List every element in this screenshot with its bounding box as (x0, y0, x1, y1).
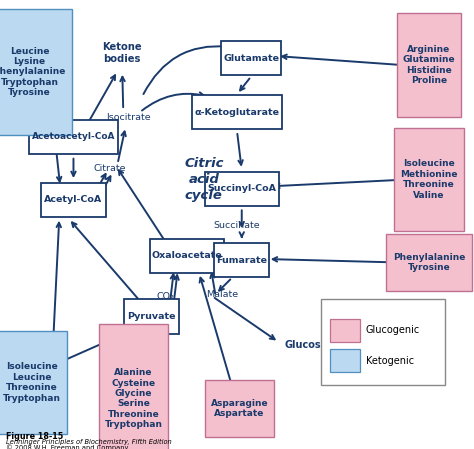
FancyBboxPatch shape (192, 95, 282, 129)
FancyBboxPatch shape (0, 331, 67, 434)
Text: Asparagine
Aspartate: Asparagine Aspartate (210, 399, 268, 418)
FancyBboxPatch shape (99, 324, 168, 449)
Text: Isoleucine
Methionine
Threonine
Valine: Isoleucine Methionine Threonine Valine (400, 159, 458, 200)
Text: Ketogenic: Ketogenic (366, 356, 414, 365)
FancyBboxPatch shape (205, 380, 274, 437)
Text: Glucose: Glucose (284, 340, 328, 350)
Text: Fumarate: Fumarate (216, 256, 267, 265)
Text: Ketone
bodies: Ketone bodies (102, 42, 142, 64)
FancyBboxPatch shape (397, 13, 461, 117)
Text: Acetyl-CoA: Acetyl-CoA (45, 195, 102, 204)
FancyBboxPatch shape (29, 120, 118, 154)
Text: Malate: Malate (206, 290, 238, 299)
Text: Glucogenic: Glucogenic (366, 326, 420, 335)
Text: α-Ketoglutarate: α-Ketoglutarate (194, 108, 280, 117)
Text: Alanine
Cysteine
Glycine
Serine
Threonine
Tryptophan: Alanine Cysteine Glycine Serine Threonin… (105, 368, 163, 429)
Text: Pyruvate: Pyruvate (128, 312, 176, 321)
Text: Glutamate: Glutamate (223, 54, 279, 63)
FancyBboxPatch shape (124, 299, 179, 334)
FancyBboxPatch shape (41, 183, 106, 217)
FancyBboxPatch shape (0, 9, 72, 135)
FancyBboxPatch shape (221, 41, 281, 75)
FancyBboxPatch shape (205, 172, 279, 206)
Text: © 2008 W.H. Freeman and Company: © 2008 W.H. Freeman and Company (6, 445, 128, 449)
Text: Oxaloacetate: Oxaloacetate (152, 251, 223, 260)
FancyBboxPatch shape (386, 234, 472, 291)
Text: Leucine
Lysine
Phenylalanine
Tryptophan
Tyrosine: Leucine Lysine Phenylalanine Tryptophan … (0, 47, 65, 97)
Text: Acetoacetyl-CoA: Acetoacetyl-CoA (32, 132, 115, 141)
Text: Arginine
Glutamine
Histidine
Proline: Arginine Glutamine Histidine Proline (402, 45, 456, 85)
FancyBboxPatch shape (214, 243, 269, 277)
FancyBboxPatch shape (321, 299, 445, 385)
FancyBboxPatch shape (150, 239, 225, 273)
FancyBboxPatch shape (330, 319, 360, 342)
Text: CO₂: CO₂ (156, 292, 174, 301)
Text: Figure 18-15: Figure 18-15 (6, 432, 63, 441)
Text: Isocitrate: Isocitrate (107, 113, 151, 122)
Text: Citrate: Citrate (94, 164, 126, 173)
FancyBboxPatch shape (394, 128, 464, 231)
Text: Citric
acid
cycle: Citric acid cycle (184, 157, 224, 202)
Text: Lehninger Principles of Biochemistry, Fifth Edition: Lehninger Principles of Biochemistry, Fi… (6, 439, 172, 445)
Text: Succinyl-CoA: Succinyl-CoA (207, 184, 276, 193)
Text: Succinate: Succinate (214, 221, 260, 230)
Text: Isoleucine
Leucine
Threonine
Tryptophan: Isoleucine Leucine Threonine Tryptophan (3, 362, 61, 403)
Text: Phenylalanine
Tyrosine: Phenylalanine Tyrosine (393, 253, 465, 273)
FancyBboxPatch shape (330, 349, 360, 372)
